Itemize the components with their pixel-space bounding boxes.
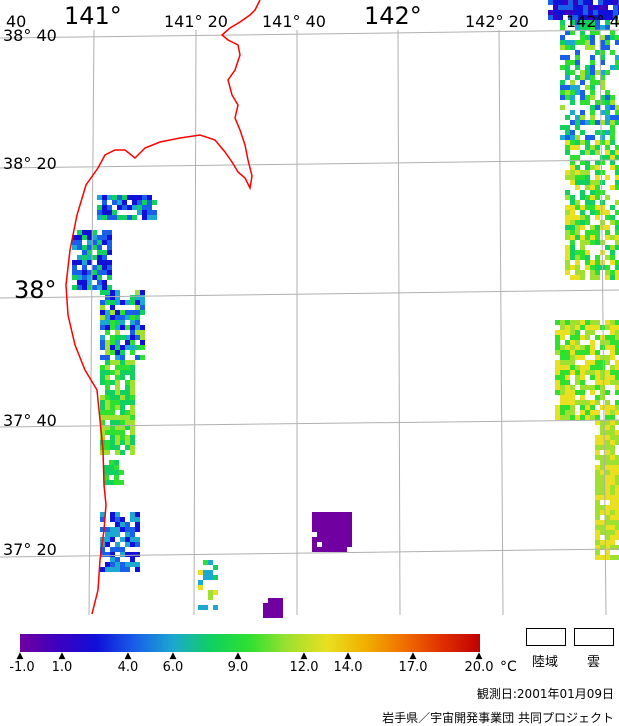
legend-tick-label: 1.0 bbox=[51, 660, 73, 675]
lat-label-38: 38° bbox=[14, 276, 57, 304]
legend-tick-marker: ▲ bbox=[409, 651, 417, 661]
lon-label-142: 142° bbox=[364, 2, 422, 30]
lon-line-141-20 bbox=[193, 29, 197, 616]
legend-tick-label: 6.0 bbox=[162, 660, 184, 675]
legend-tick-marker: ▲ bbox=[234, 651, 242, 661]
legend-tick-label: 4.0 bbox=[117, 660, 139, 675]
lat-line-38 bbox=[0, 289, 619, 299]
lat-line-37-40 bbox=[0, 419, 619, 428]
legend-tick-label: 9.0 bbox=[227, 660, 249, 675]
lon-line-142-20 bbox=[498, 29, 504, 616]
colorbar-fill bbox=[20, 634, 480, 652]
legend-tick-marker: ▲ bbox=[344, 651, 352, 661]
coastline bbox=[65, 0, 261, 615]
legend-tick-marker: ▲ bbox=[124, 651, 132, 661]
lat-line-38-40 bbox=[0, 29, 619, 39]
legend-tick-label: 12.0 bbox=[289, 660, 319, 675]
lat-line-38-20 bbox=[0, 159, 619, 169]
observation-date: 観測日:2001年01月09日 bbox=[476, 687, 614, 701]
lat-label-37-20: 37° 20 bbox=[3, 540, 57, 559]
land-label: 陸域 bbox=[532, 655, 559, 670]
legend-tick-label: -1.0 bbox=[9, 660, 35, 675]
lon-line-142-40 bbox=[599, 29, 607, 616]
legend-tick-marker: ▲ bbox=[16, 651, 24, 661]
cloud-label: 雲 bbox=[587, 655, 601, 670]
lon-line-141 bbox=[88, 29, 95, 616]
legend-tick-marker: ▲ bbox=[475, 651, 483, 661]
temperature-colorbar bbox=[20, 634, 480, 652]
lat-line-37-20 bbox=[0, 548, 619, 558]
project-credit: 岩手県／宇宙開発事業団 共同プロジェクト bbox=[382, 711, 614, 725]
lat-label-37-40: 37° 40 bbox=[3, 411, 57, 430]
lat-label-38-20: 38° 20 bbox=[3, 154, 57, 173]
legend-tick-label: 17.0 bbox=[398, 660, 428, 675]
top-left-label: 40 bbox=[6, 12, 27, 31]
cloud-swatch bbox=[574, 628, 614, 646]
sst-map bbox=[0, 0, 619, 620]
lon-label-142-40: 142° 4 bbox=[566, 12, 619, 31]
lon-label-141: 141° bbox=[64, 2, 122, 30]
graticule bbox=[0, 29, 619, 616]
lon-label-141-20: 141° 20 bbox=[164, 12, 228, 31]
legend-tick-marker: ▲ bbox=[300, 651, 308, 661]
legend-unit: °C bbox=[500, 659, 517, 675]
lon-line-142 bbox=[397, 29, 401, 616]
lon-label-142-20: 142° 20 bbox=[465, 12, 529, 31]
legend-tick-marker: ▲ bbox=[58, 651, 66, 661]
legend-tick-marker: ▲ bbox=[169, 651, 177, 661]
land-swatch bbox=[526, 628, 566, 646]
lat-label-38-40: 38° 40 bbox=[3, 26, 57, 45]
lon-label-141-40: 141° 40 bbox=[262, 12, 326, 31]
legend-tick-label: 20.0 bbox=[464, 660, 494, 675]
legend-tick-label: 14.0 bbox=[333, 660, 363, 675]
